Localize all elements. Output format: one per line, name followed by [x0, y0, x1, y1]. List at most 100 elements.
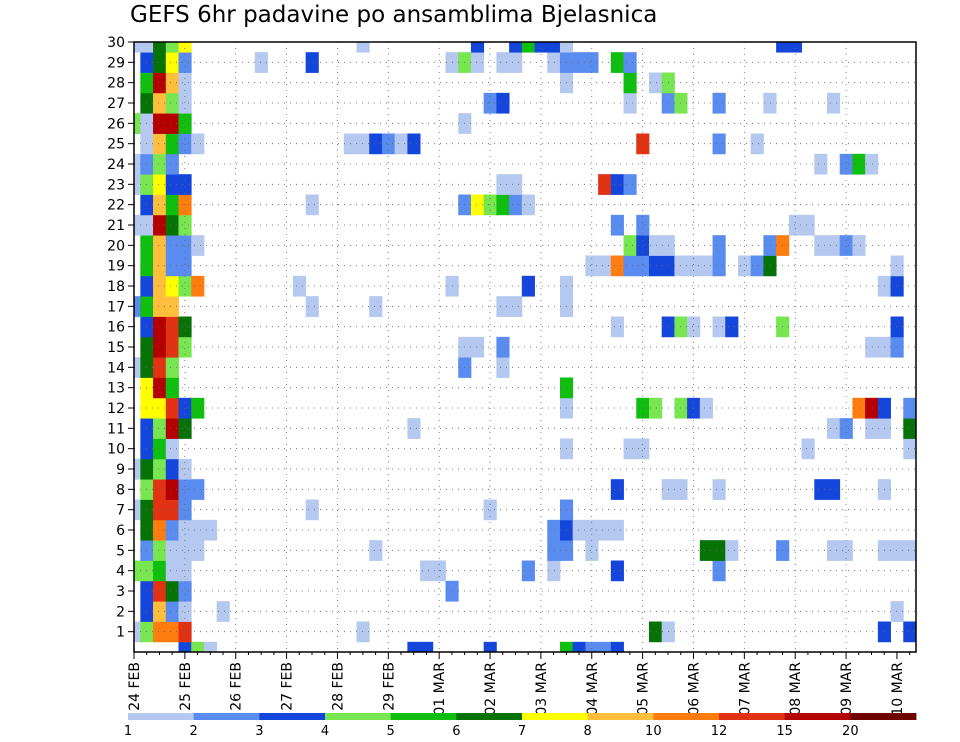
heatmap-cell — [521, 560, 535, 582]
heatmap-cell — [153, 113, 167, 134]
y-tick-label: 22 — [107, 198, 125, 214]
heatmap-cell — [178, 235, 192, 256]
heatmap-cell — [636, 438, 650, 460]
heatmap-cell — [165, 316, 179, 338]
legend-swatch — [784, 713, 851, 720]
heatmap-cell — [191, 133, 205, 155]
heatmap-cell — [547, 560, 561, 582]
x-tick-label: 27 FEB — [280, 662, 296, 711]
heatmap-cell — [153, 316, 167, 338]
y-tick-label: 14 — [107, 360, 125, 376]
x-tick-label: 05 MAR — [636, 662, 652, 716]
y-tick-label: 2 — [116, 604, 125, 620]
heatmap-cell — [153, 438, 167, 460]
heatmap-cell — [134, 296, 141, 317]
heatmap-cell — [178, 316, 192, 338]
heatmap-cell — [623, 52, 637, 73]
heatmap-cell — [636, 214, 650, 236]
legend-swatch — [522, 713, 589, 720]
heatmap-cell — [903, 438, 916, 460]
heatmap-cell — [509, 174, 523, 195]
heatmap-cell — [826, 235, 841, 256]
heatmap-cell — [153, 479, 167, 500]
heatmap-cell — [216, 601, 230, 622]
heatmap-cell — [470, 52, 485, 73]
heatmap-cell — [178, 519, 192, 541]
heatmap-cell — [623, 72, 637, 94]
x-tick-label: 24 FEB — [127, 662, 143, 711]
heatmap-cell — [547, 540, 561, 561]
heatmap-cell — [865, 418, 879, 439]
legend-label: 20 — [842, 724, 859, 739]
heatmap-cell — [572, 52, 586, 73]
heatmap-cell — [140, 42, 154, 53]
legend-swatch — [587, 713, 654, 720]
heatmap-cell — [165, 458, 179, 480]
heatmap-cell — [509, 296, 523, 317]
heatmap-cell — [496, 194, 510, 216]
heatmap-cell — [178, 174, 192, 195]
heatmap-cell — [712, 255, 726, 277]
heatmap-cell — [153, 296, 167, 317]
heatmap-cell — [153, 621, 167, 643]
heatmap-cell — [623, 92, 637, 114]
heatmap-cell — [687, 316, 701, 338]
legend-label: 5 — [387, 724, 395, 739]
heatmap-cell — [356, 621, 370, 643]
heatmap-cell — [305, 296, 319, 317]
heatmap-cell — [890, 601, 904, 622]
heatmap-cell — [153, 357, 167, 378]
heatmap-cell — [178, 72, 192, 94]
y-tick-label: 10 — [107, 442, 125, 458]
heatmap-cell — [134, 621, 141, 643]
heatmap-cell — [712, 133, 726, 155]
heatmap-cell — [814, 235, 828, 256]
color-legend: 1 2 3 4 5 6 7 8 10 12 15 20 — [124, 713, 917, 739]
y-tick-label: 24 — [107, 157, 125, 173]
heatmap-cell — [165, 336, 179, 358]
heatmap-cell — [191, 479, 205, 500]
heatmap-cell — [178, 641, 192, 652]
heatmap-cell — [178, 601, 192, 622]
heatmap-cell — [750, 133, 764, 155]
heatmap-cell — [763, 255, 777, 277]
heatmap-cell — [725, 540, 739, 561]
heatmap-cell — [305, 194, 319, 216]
heatmap-cell — [737, 255, 752, 277]
heatmap-cell — [903, 621, 916, 643]
heatmap-cell — [153, 72, 167, 94]
heatmap-cell — [852, 153, 866, 175]
heatmap-cell — [496, 357, 510, 378]
legend-swatch — [653, 713, 720, 720]
heatmap-cell — [165, 153, 179, 175]
heatmap-cell — [585, 540, 599, 561]
heatmap-cell — [750, 255, 764, 277]
heatmap-cell — [826, 479, 841, 500]
heatmap-cell — [585, 641, 599, 652]
heatmap-cell — [191, 519, 205, 541]
x-tick-label: 25 FEB — [178, 662, 194, 711]
heatmap-cell — [496, 52, 510, 73]
heatmap-cell — [839, 418, 853, 439]
heatmap-cell — [153, 153, 167, 175]
chart-title: GEFS 6hr padavine po ansamblima Bjelasni… — [130, 2, 658, 28]
heatmap-cell — [134, 174, 141, 195]
heatmap-cell — [712, 235, 726, 256]
legend-label: 1 — [124, 724, 132, 739]
heatmap-cell — [165, 235, 179, 256]
heatmap-cell — [547, 42, 561, 53]
heatmap-cell — [407, 133, 421, 155]
heatmap-cell — [165, 357, 179, 378]
x-tick-label: 02 MAR — [483, 662, 499, 716]
heatmap-cell — [165, 377, 179, 399]
heatmap-cell — [165, 72, 179, 94]
heatmap-cell — [134, 153, 141, 175]
heatmap-cell — [165, 621, 179, 643]
y-tick-label: 12 — [107, 401, 125, 417]
heatmap-cell — [191, 641, 205, 652]
heatmap-cell — [559, 641, 574, 652]
heatmap-cell — [509, 194, 523, 216]
heatmap-cell — [134, 214, 141, 236]
heatmap-cell — [865, 336, 879, 358]
heatmap-cell — [890, 255, 904, 277]
